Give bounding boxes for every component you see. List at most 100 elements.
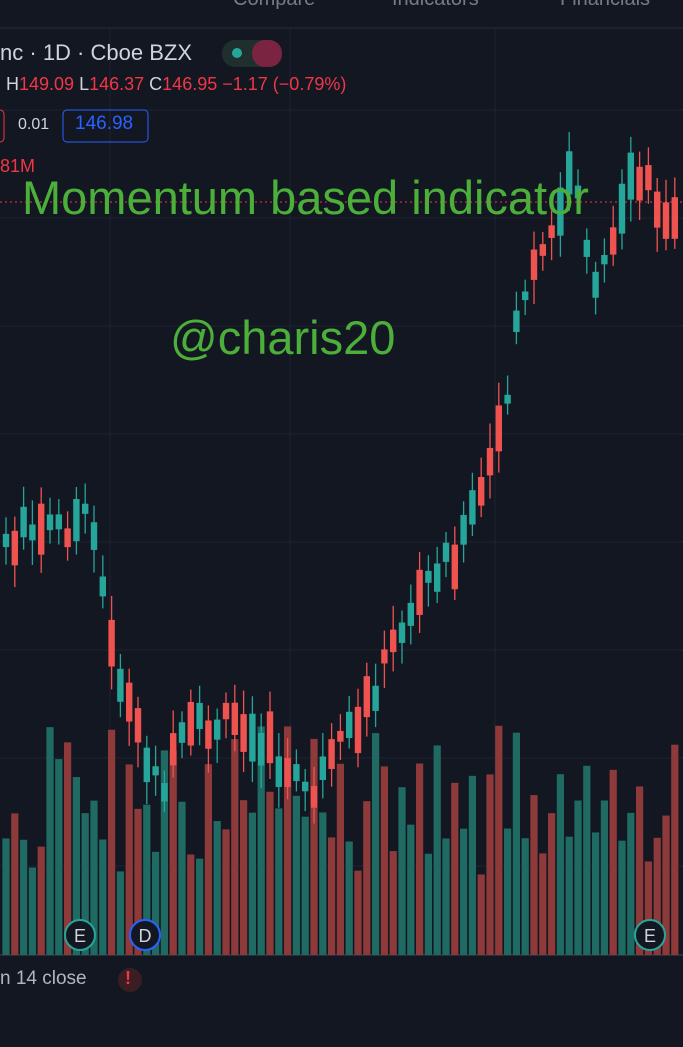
candle-body [407, 602, 414, 626]
volume-bar [213, 821, 221, 955]
volume-bar [530, 795, 538, 955]
candle-body [486, 447, 494, 476]
candle-body [504, 394, 511, 404]
alert-text[interactable]: ! [125, 968, 131, 988]
volume-bar [125, 764, 133, 955]
candle-body [574, 185, 582, 199]
candle-body [20, 506, 27, 538]
volume-bar [618, 840, 626, 955]
volume-bar [46, 727, 54, 955]
volume-bar [363, 801, 371, 955]
candle-body [178, 722, 186, 743]
candle-body [161, 783, 168, 802]
candle-body [222, 702, 230, 720]
volume-bar [354, 870, 362, 955]
volume-bar [248, 812, 256, 955]
candle-body [495, 405, 502, 452]
volume-bar [477, 874, 485, 955]
event-marker-label: E [74, 926, 86, 946]
volume-bar [609, 769, 617, 955]
bid-box [0, 109, 5, 143]
volume-bar [169, 750, 177, 955]
status-dot [232, 48, 242, 58]
volume-bar [556, 774, 564, 955]
candle-body [513, 310, 520, 333]
volume-bar [196, 858, 204, 955]
volume-bar [143, 804, 151, 955]
symbol-line: nc · 1D · Cboe BZX [0, 40, 192, 65]
candle-body [627, 152, 634, 200]
volume-bar [257, 726, 265, 955]
candle-body [372, 685, 379, 711]
candle-body [662, 202, 670, 239]
volume-bar [2, 838, 10, 955]
event-marker[interactable] [64, 919, 96, 951]
candle-body [99, 576, 106, 597]
status-wave [252, 40, 282, 67]
volume-bar [504, 828, 512, 955]
candle-body [187, 701, 194, 746]
event-marker[interactable] [129, 919, 161, 951]
toolbar-item[interactable]: Compare [233, 0, 315, 11]
candle-body [258, 732, 265, 766]
candle-body [240, 714, 247, 752]
volume-bar [266, 791, 274, 955]
volume-bar [134, 808, 142, 955]
volume-bar [336, 763, 344, 955]
watermark-title: Momentum based indicator [22, 171, 589, 224]
candle-body [284, 757, 291, 787]
volume-bar [108, 729, 116, 955]
volume-bar [275, 808, 283, 955]
candle-body [469, 490, 476, 525]
candle-body [442, 542, 450, 562]
candle-body [310, 785, 318, 808]
candle-body [654, 191, 661, 228]
volume-bar [292, 795, 300, 955]
candle-body [451, 544, 458, 590]
event-marker[interactable] [634, 919, 666, 951]
volume-bar [495, 725, 503, 955]
volume-bar [328, 837, 336, 955]
volume-bar [64, 742, 72, 955]
volume-bar [178, 801, 186, 955]
volume-bar [231, 739, 239, 955]
candle-body [434, 563, 441, 592]
volume-bar [627, 812, 635, 955]
candle-body [425, 570, 432, 583]
candle-body [583, 239, 590, 257]
indicator-label: n 14 close [0, 968, 87, 989]
candle-body [196, 702, 203, 730]
candle-body [249, 713, 256, 762]
candle-body [566, 151, 573, 195]
volume-bar [319, 812, 327, 955]
volume-bar [11, 813, 19, 955]
volume-bar [116, 871, 124, 955]
volume-bar [574, 800, 582, 955]
volume-bar [310, 738, 318, 955]
volume-bar [521, 838, 529, 955]
candle-body [38, 503, 45, 555]
candle-body [55, 514, 62, 530]
candle-body [354, 706, 362, 754]
spread: 0.01 [18, 116, 50, 133]
candle-body [29, 524, 36, 541]
volume-bar [592, 832, 600, 955]
alert-icon[interactable] [118, 968, 142, 992]
volume-bar [548, 813, 556, 955]
candle-body [363, 676, 370, 718]
candle-body [108, 619, 115, 667]
volume-bar [160, 750, 168, 955]
volume-bar [99, 839, 107, 955]
ask-price[interactable]: 146.98 [75, 113, 134, 134]
volume-bar [486, 774, 494, 955]
candle-body [117, 668, 124, 702]
volume-bar [653, 837, 661, 955]
volume-bar [671, 744, 679, 955]
toolbar-item[interactable]: Indicators [392, 0, 479, 11]
candle-body [636, 166, 643, 201]
volume-label: 81M [0, 156, 36, 176]
candle-body [398, 622, 406, 643]
candle-body [460, 514, 467, 545]
toolbar-item[interactable]: Financials [560, 0, 650, 11]
